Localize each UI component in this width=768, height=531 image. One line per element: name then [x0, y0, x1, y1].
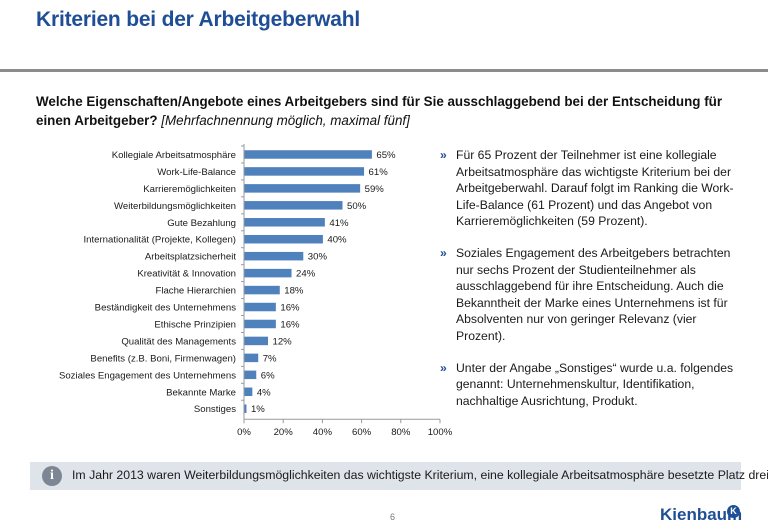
bar: [244, 167, 365, 176]
category-label: Qualität des Managements: [121, 336, 236, 347]
category-label: Internationalität (Projekte, Kollegen): [83, 235, 236, 246]
bar: [244, 387, 253, 397]
page-number: 6: [390, 512, 396, 522]
bar: [244, 234, 323, 244]
bar: [244, 218, 325, 227]
question-hint: [Mehrfachnennung möglich, maximal fünf]: [161, 113, 410, 128]
bullet-text: Für 65 Prozent der Teilnehmer ist eine k…: [456, 148, 734, 229]
category-label: Karrieremöglichkeiten: [143, 184, 236, 195]
bar: [244, 319, 276, 329]
category-label: Beständigkeit des Unternehmens: [95, 303, 237, 314]
bullet-item: » Unter der Angabe „Sonstiges“ wurde u.a…: [440, 360, 740, 410]
x-tick-label: 0%: [237, 427, 251, 438]
category-label: Work-Life-Balance: [157, 167, 236, 178]
category-label: Arbeitsplatzsicherheit: [145, 252, 237, 263]
question-text: Welche Eigenschaften/Angebote eines Arbe…: [36, 94, 723, 128]
bar: [244, 251, 304, 261]
x-tick-label: 80%: [391, 427, 411, 438]
summary-bullets: » Für 65 Prozent der Teilnehmer ist eine…: [440, 147, 740, 424]
value-label: 40%: [327, 235, 347, 246]
bar: [244, 370, 257, 380]
bullet-item: » Soziales Engagement des Arbeitgebers b…: [440, 245, 740, 345]
bar: [244, 150, 372, 159]
bar: [244, 336, 269, 346]
category-label: Flache Hierarchien: [155, 286, 236, 297]
bullet-marker: »: [440, 148, 447, 162]
bar: [244, 353, 259, 363]
category-label: Kreativität & Innovation: [137, 269, 236, 280]
category-label: Sonstiges: [194, 404, 236, 415]
value-label: 65%: [376, 150, 396, 161]
x-tick-label: 20%: [274, 427, 294, 438]
value-label: 50%: [347, 201, 367, 212]
value-label: 6%: [261, 370, 275, 381]
category-label: Bekannte Marke: [166, 387, 236, 398]
value-label: 16%: [280, 303, 300, 314]
page-title: Kriterien bei der Arbeitgeberwahl: [36, 8, 361, 31]
bullet-item: » Für 65 Prozent der Teilnehmer ist eine…: [440, 147, 740, 230]
x-tick-label: 40%: [313, 427, 333, 438]
bullet-text: Soziales Engagement des Arbeitgebers bet…: [456, 245, 731, 343]
category-label: Gute Bezahlung: [167, 218, 236, 229]
category-label: Soziales Engagement des Unternehmens: [59, 370, 236, 381]
value-label: 16%: [280, 319, 300, 330]
category-label: Weiterbildungsmöglichkeiten: [114, 201, 236, 212]
value-label: 12%: [273, 336, 293, 347]
info-icon: i: [42, 466, 62, 486]
bar: [244, 184, 361, 193]
logo-badge-icon: K: [727, 505, 740, 518]
x-tick-label: 60%: [352, 427, 372, 438]
bullet-marker: »: [440, 245, 447, 260]
x-tick-label: 100%: [428, 427, 453, 438]
category-label: Benefits (z.B. Boni, Firmenwagen): [90, 353, 236, 364]
value-label: 24%: [296, 269, 316, 280]
bar: [244, 268, 292, 278]
bar: [244, 201, 343, 210]
value-label: 4%: [257, 387, 271, 398]
value-label: 18%: [284, 286, 304, 297]
category-label: Kollegiale Arbeitsatmosphäre: [112, 150, 236, 161]
bullet-marker: »: [440, 360, 447, 375]
bar: [244, 302, 276, 312]
header-divider: [0, 69, 768, 72]
category-label: Ethische Prinzipien: [154, 319, 236, 330]
info-text: Im Jahr 2013 waren Weiterbildungsmöglich…: [72, 468, 768, 482]
value-label: 7%: [263, 353, 277, 364]
value-label: 1%: [251, 404, 265, 415]
survey-question: Welche Eigenschaften/Angebote eines Arbe…: [36, 92, 726, 130]
value-label: 30%: [308, 252, 328, 263]
info-bar: i Im Jahr 2013 waren Weiterbildungsmögli…: [30, 462, 768, 490]
bar: [244, 404, 247, 413]
bullet-text: Unter der Angabe „Sonstiges“ wurde u.a. …: [456, 360, 734, 408]
kienbaum-logo: Kienbaum: [660, 505, 743, 524]
value-label: 59%: [365, 184, 385, 195]
bar: [244, 285, 280, 295]
value-label: 41%: [329, 218, 349, 229]
value-label: 61%: [369, 167, 389, 178]
